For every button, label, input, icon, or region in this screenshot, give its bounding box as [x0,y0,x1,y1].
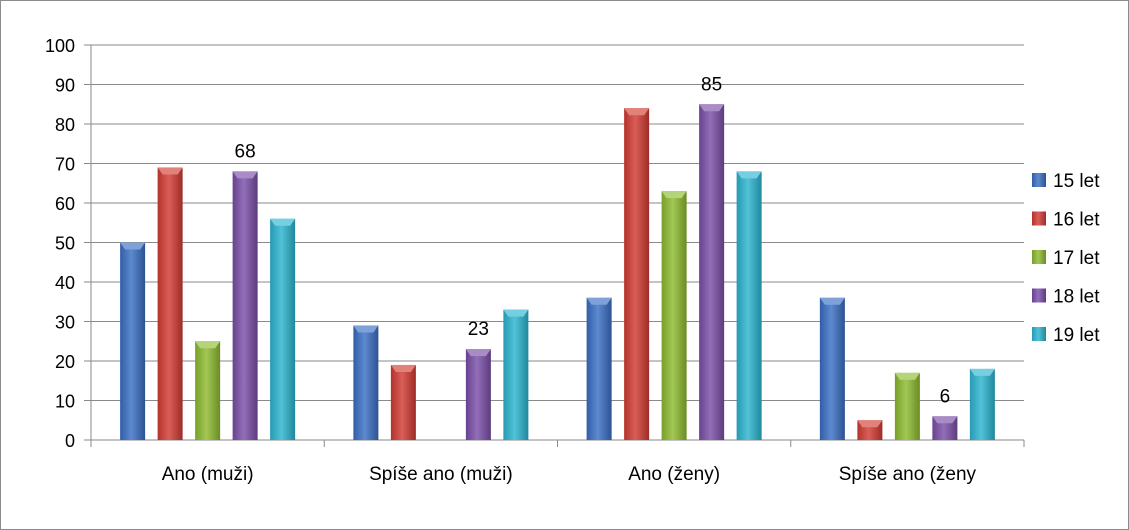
bar-cap [894,372,920,380]
bar-16-let-1 [390,364,416,440]
bar-18-let-0 [232,171,258,440]
data-label: 68 [235,141,256,162]
data-label: 85 [701,74,722,95]
bar-cap [195,341,221,349]
y-tick-label: 10 [55,392,75,412]
bar-19-let-0 [270,218,296,440]
bars [120,104,995,440]
legend-swatch [1032,173,1046,187]
bar-16-let-2 [624,108,650,440]
legend-swatch [1032,288,1046,303]
y-tick-label: 30 [55,313,75,333]
legend-swatch [1032,327,1046,341]
y-tick-label: 100 [45,36,75,56]
y-tick-label: 70 [55,155,75,175]
bar-18-let-2 [699,104,725,440]
bar-16-let-0 [157,167,183,440]
bar-cap [353,325,379,333]
bar-cap [157,167,183,175]
y-tick-label: 50 [55,234,75,254]
bar-17-let-2 [661,191,687,440]
bar-15-let-0 [120,242,146,440]
y-tick-label: 90 [55,76,75,96]
bar-17-let-0 [195,341,221,440]
x-category-label: Ano (ženy) [628,464,720,485]
x-category-label: Spíše ano (muži) [369,464,513,485]
data-label: 23 [468,319,489,340]
bar-cap [270,218,296,226]
bar-cap [661,191,687,199]
bar-15-let-3 [819,297,845,440]
legend-label: 19 let [1053,325,1100,346]
bar-cap [390,364,416,372]
y-tick-label: 60 [55,194,75,214]
bar-cap [120,242,146,250]
data-label: 6 [940,386,951,407]
legend-label: 15 let [1053,171,1100,192]
bar-cap [969,368,995,376]
bar-19-let-1 [503,309,529,440]
legend-label: 17 let [1053,248,1100,269]
bar-cap [232,171,258,179]
bar-cap [586,297,612,305]
bar-cap [624,108,650,116]
legend-label: 16 let [1053,210,1100,231]
legend-label: 18 let [1053,287,1100,308]
bar-cap [857,420,883,428]
y-tick-label: 80 [55,115,75,135]
bar-19-let-3 [969,368,995,440]
bar-15-let-1 [353,325,379,440]
y-tick-label: 20 [55,352,75,372]
bar-15-let-2 [586,297,612,440]
gridlines [84,44,1024,441]
bar-cap [819,297,845,305]
bar-cap [465,349,491,357]
bar-cap [699,104,725,112]
legend-swatch [1032,211,1046,226]
bar-cap [503,309,529,317]
bar-cap [736,171,762,179]
x-category-label: Ano (muži) [162,464,254,485]
axes [90,45,1025,447]
legend: 15 let 16 let 17 let 18 let 19 let [1032,171,1100,346]
labels: 0 10 20 30 40 50 60 70 80 90 100 Ano (muži) Spíše an… [45,36,977,485]
y-tick-label: 40 [55,273,75,293]
y-tick-label: 0 [65,431,75,451]
bar-cap [932,416,958,424]
legend-swatch [1032,250,1046,264]
bar-18-let-1 [465,349,491,440]
bar-19-let-2 [736,171,762,440]
x-category-label: Spíše ano (ženy [839,464,977,485]
bar-17-let-3 [894,372,920,440]
